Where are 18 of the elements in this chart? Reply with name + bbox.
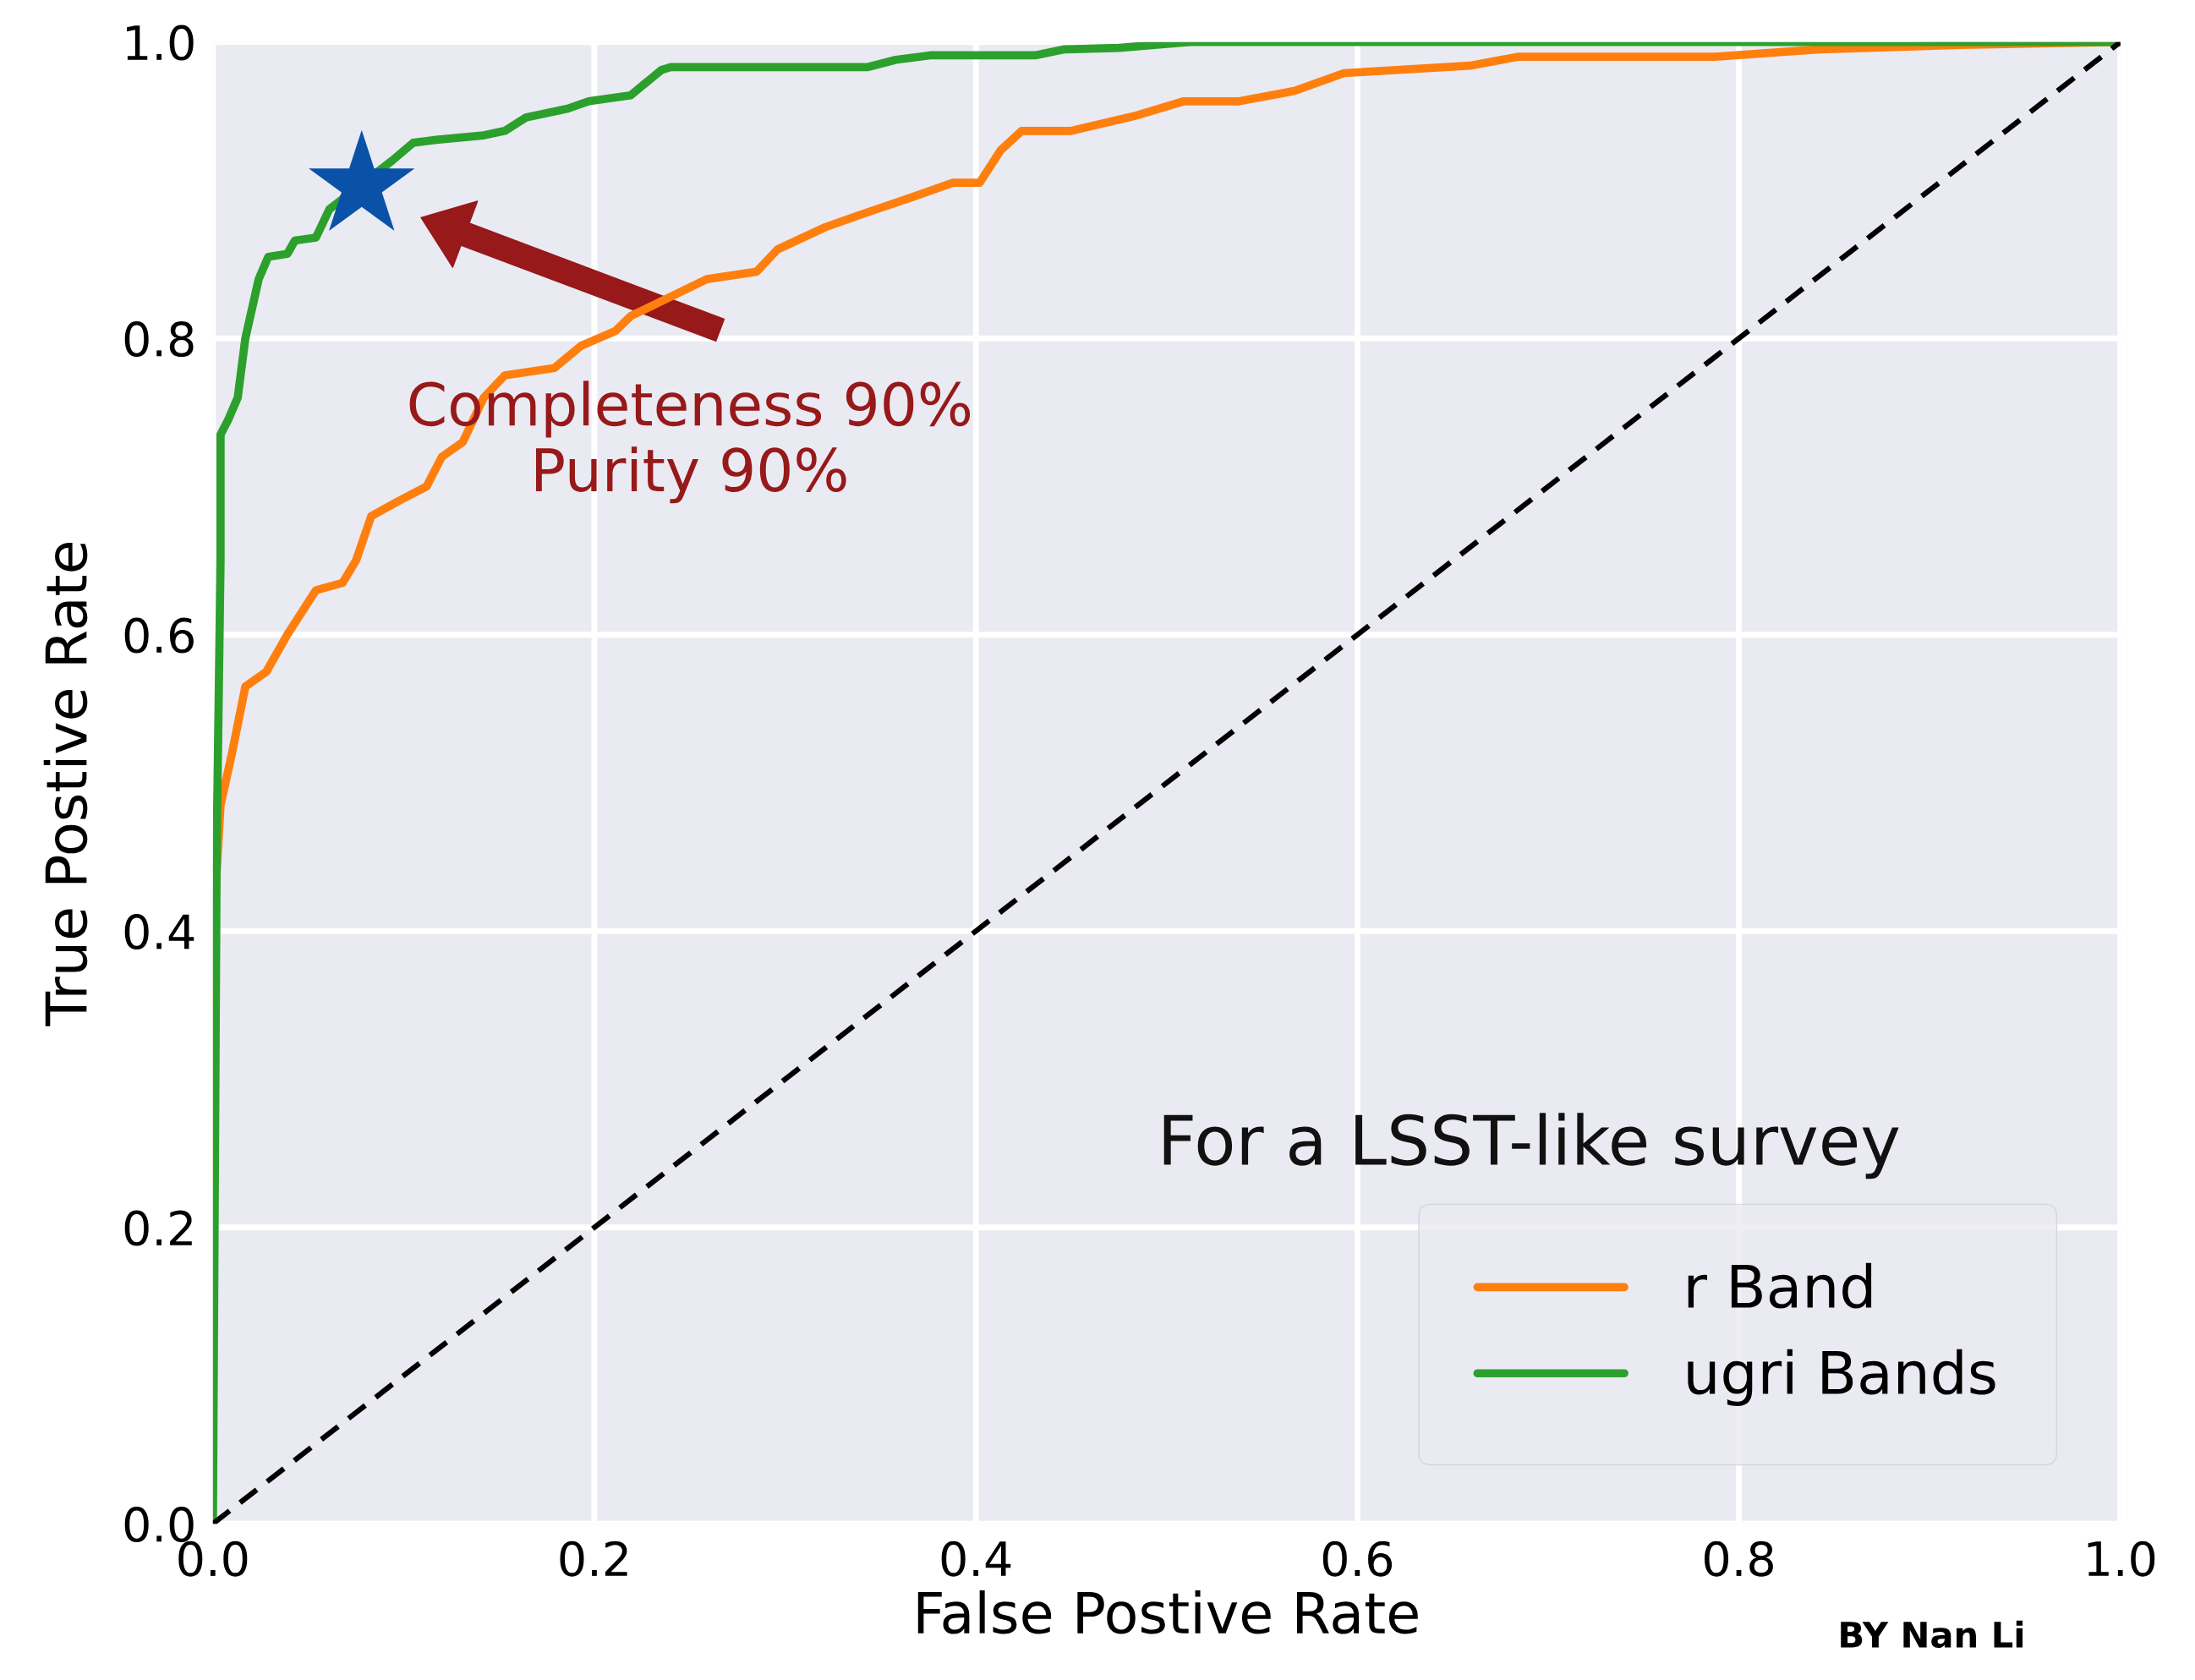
y-axis-title: True Postive Rate [43,542,88,1026]
y-tick-label: 0.4 [124,914,194,950]
legend-label: ugri Bands [1688,1349,1995,1406]
x-tick-label: 1.0 [2088,1540,2155,1577]
y-tick-label: 0.0 [124,1507,194,1543]
y-tick-label: 0.6 [124,617,194,654]
y-tick-label: 0.8 [124,321,194,358]
annotation: For a LSST-like survey [1163,1113,1899,1179]
x-tick-label: 0.6 [1322,1540,1393,1577]
legend-label: r Band [1688,1262,1872,1309]
text: BY Nan Li [1841,1620,2023,1649]
x-axis-title: False Postive Rate [917,1590,1418,1634]
x-tick-label: 0.0 [178,1540,248,1577]
y-tick-label: 1.0 [127,25,194,61]
y-tick-label: 0.2 [124,1210,192,1246]
x-tick-label: 0.4 [941,1540,1011,1577]
x-tick-label: 0.8 [1705,1540,1773,1577]
x-tick-label: 0.2 [560,1540,627,1577]
